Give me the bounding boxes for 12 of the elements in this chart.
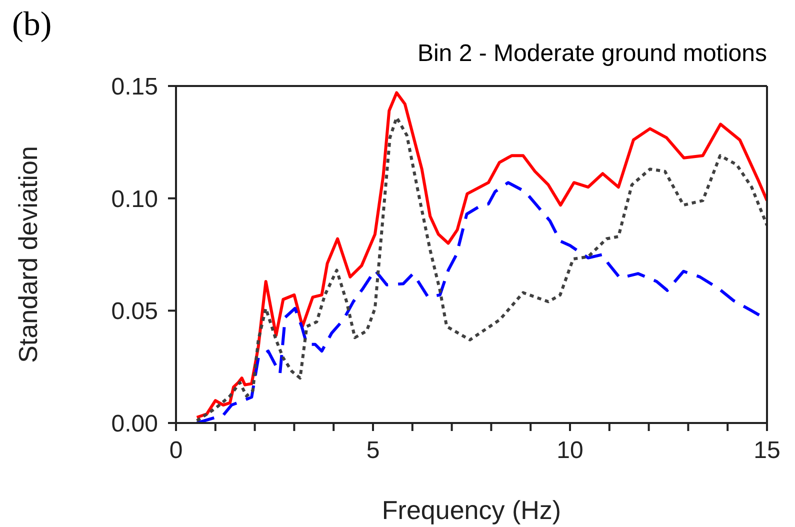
x-tick-label: 5 [366, 437, 380, 464]
y-tick-label: 0.00 [111, 410, 158, 438]
x-tick-label: 10 [556, 437, 584, 464]
y-tick-label: 0.15 [111, 74, 158, 101]
y-tick-label: 0.10 [111, 186, 158, 213]
y-axis-title: Standard deviation [13, 146, 44, 363]
x-axis-title: Frequency (Hz) [382, 495, 562, 525]
text: (b) [12, 6, 52, 44]
chart-title: Bin 2 - Moderate ground motions [417, 40, 767, 68]
y-tick-label: 0.05 [111, 298, 158, 326]
x-tick-label: 15 [754, 437, 780, 464]
x-tick-label: 0 [169, 437, 183, 464]
